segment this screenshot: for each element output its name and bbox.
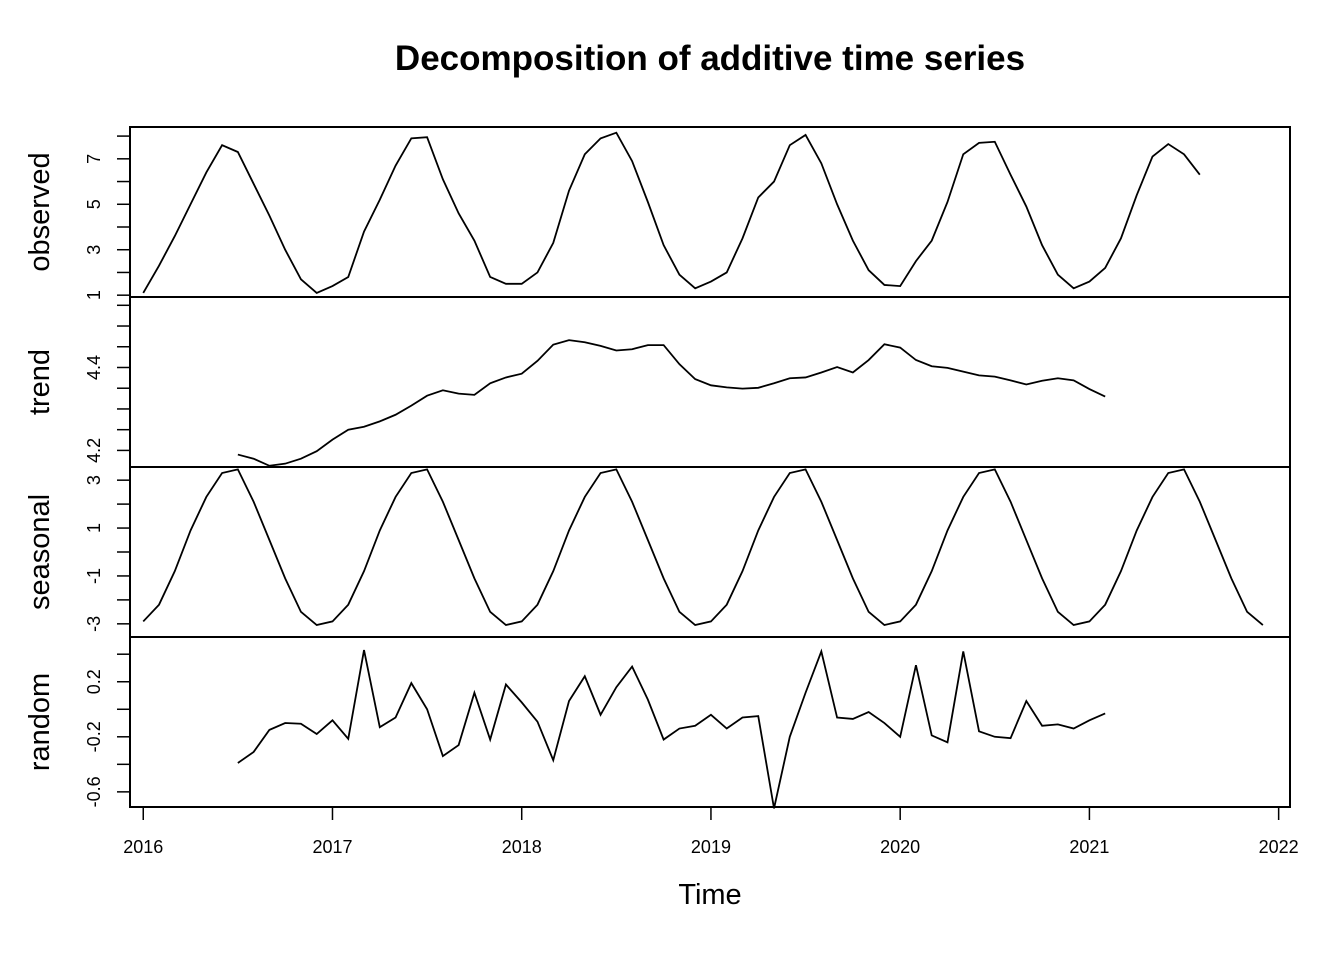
x-tick-label: 2016: [123, 837, 163, 857]
y-tick-label-trend: 4.4: [84, 355, 104, 380]
panel-random: -0.6 -0.2 0.2 random: [24, 636, 1291, 809]
panel-observed: 1 3 5 7 observed: [24, 126, 1291, 300]
panel-frame-trend: [129, 296, 1291, 468]
x-tick-label: 2020: [880, 837, 920, 857]
y-tick-label-seasonal: 1: [84, 523, 104, 533]
panel-frame-random: [129, 636, 1291, 808]
y-tick-label-seasonal: -3: [84, 616, 104, 632]
y-tick-label-trend: 4.2: [84, 438, 104, 463]
y-axis-title-seasonal: seasonal: [24, 494, 56, 610]
series-line-trend: [237, 339, 1106, 467]
series-line-observed: [142, 131, 1201, 294]
panel-frame-observed: [129, 126, 1291, 298]
x-tick-label: 2017: [312, 837, 352, 857]
y-tick-label-seasonal: -1: [84, 568, 104, 584]
panel-frame-seasonal: [129, 466, 1291, 638]
y-tick-label-random: -0.2: [84, 721, 104, 752]
panel-trend: 4.2 4.4 trend: [24, 296, 1291, 468]
y-tick-label-observed: 7: [84, 154, 104, 164]
y-tick-label-random: -0.6: [84, 776, 104, 807]
x-axis: 2016 2017 2018 2019 2020 2021 2022: [123, 806, 1299, 857]
x-tick-label: 2018: [502, 837, 542, 857]
panel-seasonal: -3 -1 1 3 seasonal: [24, 466, 1291, 638]
series-line-seasonal: [142, 468, 1264, 627]
x-tick-label: 2021: [1069, 837, 1109, 857]
chart-title: Decomposition of additive time series: [395, 39, 1025, 78]
y-tick-label-random: 0.2: [84, 669, 104, 694]
x-axis-title: Time: [678, 879, 741, 911]
y-axis-title-random: random: [24, 673, 56, 771]
panels-group: 1 3 5 7 observed 4.2 4.4 trend -3 -1 1 3 seasonal -0.…: [24, 126, 1291, 809]
x-tick-label: 2019: [691, 837, 731, 857]
series-line-random: [237, 648, 1106, 809]
y-tick-label-observed: 5: [84, 199, 104, 209]
y-axis-title-observed: observed: [24, 152, 56, 271]
y-axis-title-trend: trend: [24, 349, 56, 415]
y-tick-label-seasonal: 3: [84, 475, 104, 485]
y-tick-label-observed: 3: [84, 245, 104, 255]
x-tick-label: 2022: [1259, 837, 1299, 857]
y-tick-label-observed: 1: [84, 290, 104, 300]
